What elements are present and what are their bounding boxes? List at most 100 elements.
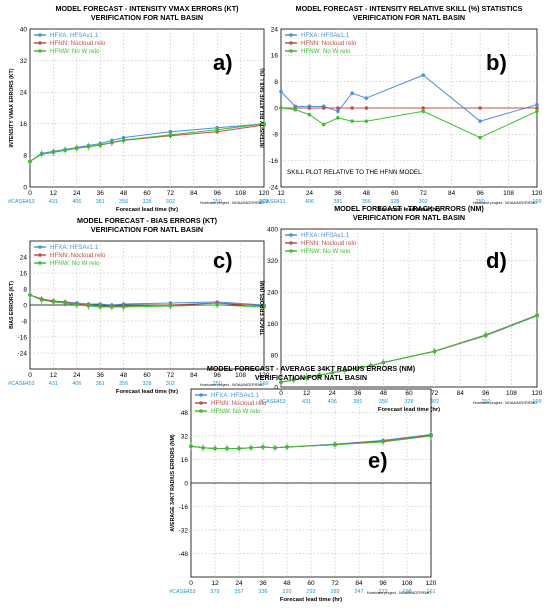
y-axis-label: INTENSITY RELATIVE SKILL (%) xyxy=(260,68,266,148)
case-count: 199 xyxy=(259,199,268,205)
case-count: 406 xyxy=(305,199,314,205)
data-point-hfnw xyxy=(368,363,373,368)
data-point-hfnw xyxy=(86,144,91,149)
legend-entry: HFNN: Nocloud relo xyxy=(50,40,106,47)
y-tick-label: 16 xyxy=(20,121,28,128)
panel-b: MODEL FORECAST - INTENSITY RELATIVE SKIL… xyxy=(259,4,543,213)
y-tick-label: -16 xyxy=(18,334,28,341)
y-tick-label: -16 xyxy=(179,504,189,511)
data-point-hfnw xyxy=(285,445,289,449)
chart-title: MODEL FORECAST - INTENSITY VMAX ERRORS (… xyxy=(55,4,239,13)
panel-label: e) xyxy=(368,448,388,473)
x-tick-label: 108 xyxy=(235,190,246,197)
y-tick-label: 40 xyxy=(20,26,28,33)
case-count: 250 xyxy=(476,199,485,205)
chart-subtitle: VERIFICATION FOR NATL BASIN xyxy=(91,13,203,22)
panel-label: d) xyxy=(486,248,507,273)
data-point-hfnw xyxy=(168,304,173,308)
credit-text: Hurricane project - NOAA/NCEP/EMC xyxy=(200,201,264,205)
x-tick-label: 108 xyxy=(503,190,514,197)
data-point-hfnn xyxy=(364,106,369,110)
data-point-hfnw xyxy=(262,122,266,126)
y-axis-label: INTENSITY VMAX ERRORS (KT) xyxy=(9,68,15,147)
case-count: 357 xyxy=(234,589,243,595)
y-tick-label: 24 xyxy=(20,254,28,261)
data-point-hfnw xyxy=(237,446,241,451)
data-point-hfxa xyxy=(364,96,369,100)
data-point-hfnw xyxy=(432,349,437,354)
legend-entry: HFXA: HFSAv1.1 xyxy=(50,32,99,39)
data-point-hfnw xyxy=(478,135,482,140)
y-tick-label: 80 xyxy=(271,353,279,360)
x-tick-label: 84 xyxy=(190,372,198,379)
case-row-label: #CASE xyxy=(259,199,277,205)
series-line-hfnw xyxy=(29,294,265,308)
data-point-hfnw xyxy=(51,300,56,304)
x-tick-label: 72 xyxy=(431,390,439,397)
x-tick-label: 96 xyxy=(482,390,490,397)
case-count: 250 xyxy=(213,381,222,387)
x-tick-label: 84 xyxy=(457,390,465,397)
panel-a: MODEL FORECAST - INTENSITY VMAX ERRORS (… xyxy=(8,4,270,213)
case-count: 328 xyxy=(142,381,151,387)
credit-text: Hurricane project - NOAA/NCEP/EMC xyxy=(367,591,431,595)
chart-title: MODEL FORECAST - TRACK ERRORS (NM) xyxy=(334,204,484,213)
legend-entry: HFNW: No W relo xyxy=(301,48,351,55)
y-tick-label: 8 xyxy=(23,286,27,293)
y-tick-label: -48 xyxy=(179,551,189,558)
x-tick-label: 120 xyxy=(426,580,437,587)
case-count: 431 xyxy=(49,199,58,205)
data-point-hfnw xyxy=(364,119,369,123)
x-tick-label: 96 xyxy=(214,372,222,379)
data-point-hfnw xyxy=(535,313,539,318)
data-point-hfnw xyxy=(28,159,32,164)
x-tick-label: 72 xyxy=(167,190,175,197)
data-point-hfnw xyxy=(350,119,354,123)
x-tick-label: 0 xyxy=(279,390,283,397)
y-tick-label: 16 xyxy=(181,457,189,464)
series-line-hfxa xyxy=(29,123,265,162)
x-tick-label: 108 xyxy=(235,372,246,379)
x-tick-label: 12 xyxy=(211,580,219,587)
y-tick-label: 32 xyxy=(20,58,28,65)
x-tick-label: 36 xyxy=(354,390,362,397)
series-line-hfnn xyxy=(29,294,265,307)
x-axis-label: Forecast lead time (hr) xyxy=(378,207,440,213)
y-tick-label: 0 xyxy=(23,184,27,191)
chart-subtitle: VERIFICATION FOR NATL BASIN xyxy=(353,213,465,222)
data-point-hfnw xyxy=(279,106,283,110)
x-tick-label: 60 xyxy=(405,390,413,397)
x-tick-label: 0 xyxy=(28,190,32,197)
data-point-hfnw xyxy=(39,152,44,157)
legend-entry: HFNN: Nocloud relo xyxy=(301,40,357,47)
legend-entry: HFNW: No W relo xyxy=(211,408,261,415)
x-tick-label: 36 xyxy=(334,190,342,197)
legend-entry: HFXA: HFSAv1.1 xyxy=(301,32,350,39)
data-point-hfnw xyxy=(381,440,385,444)
case-count: 302 xyxy=(430,399,439,405)
data-point-hfnw xyxy=(75,303,79,307)
case-count: 431 xyxy=(276,199,285,205)
data-point-hfnw xyxy=(262,305,266,309)
legend-entry: HFXA: HFSAv1.1 xyxy=(211,392,260,399)
y-tick-label: 24 xyxy=(20,90,28,97)
data-point-hfxa xyxy=(535,102,539,107)
data-point-hfnw xyxy=(273,445,277,450)
data-point-hfnw xyxy=(98,142,102,147)
x-tick-label: 48 xyxy=(283,580,291,587)
legend-entry: HFXA: HFSAv1.1 xyxy=(50,244,99,251)
data-point-hfnn xyxy=(350,106,354,110)
x-tick-label: 60 xyxy=(307,580,315,587)
chart-title: MODEL FORECAST - BIAS ERRORS (KT) xyxy=(77,216,218,225)
legend-marker-hfxa xyxy=(289,33,293,37)
legend-marker-hfxa xyxy=(38,33,42,37)
panel-d: MODEL FORECAST - TRACK ERRORS (NM)VERIFI… xyxy=(259,204,543,413)
case-count: 406 xyxy=(328,399,337,405)
y-tick-label: 0 xyxy=(23,302,27,309)
case-count: 328 xyxy=(390,199,399,205)
y-tick-label: -32 xyxy=(179,527,189,534)
data-point-hfxa xyxy=(478,119,482,123)
legend-marker-hfnw xyxy=(289,249,293,253)
case-row-label: #CASE xyxy=(259,399,277,405)
case-count: 336 xyxy=(258,589,267,595)
